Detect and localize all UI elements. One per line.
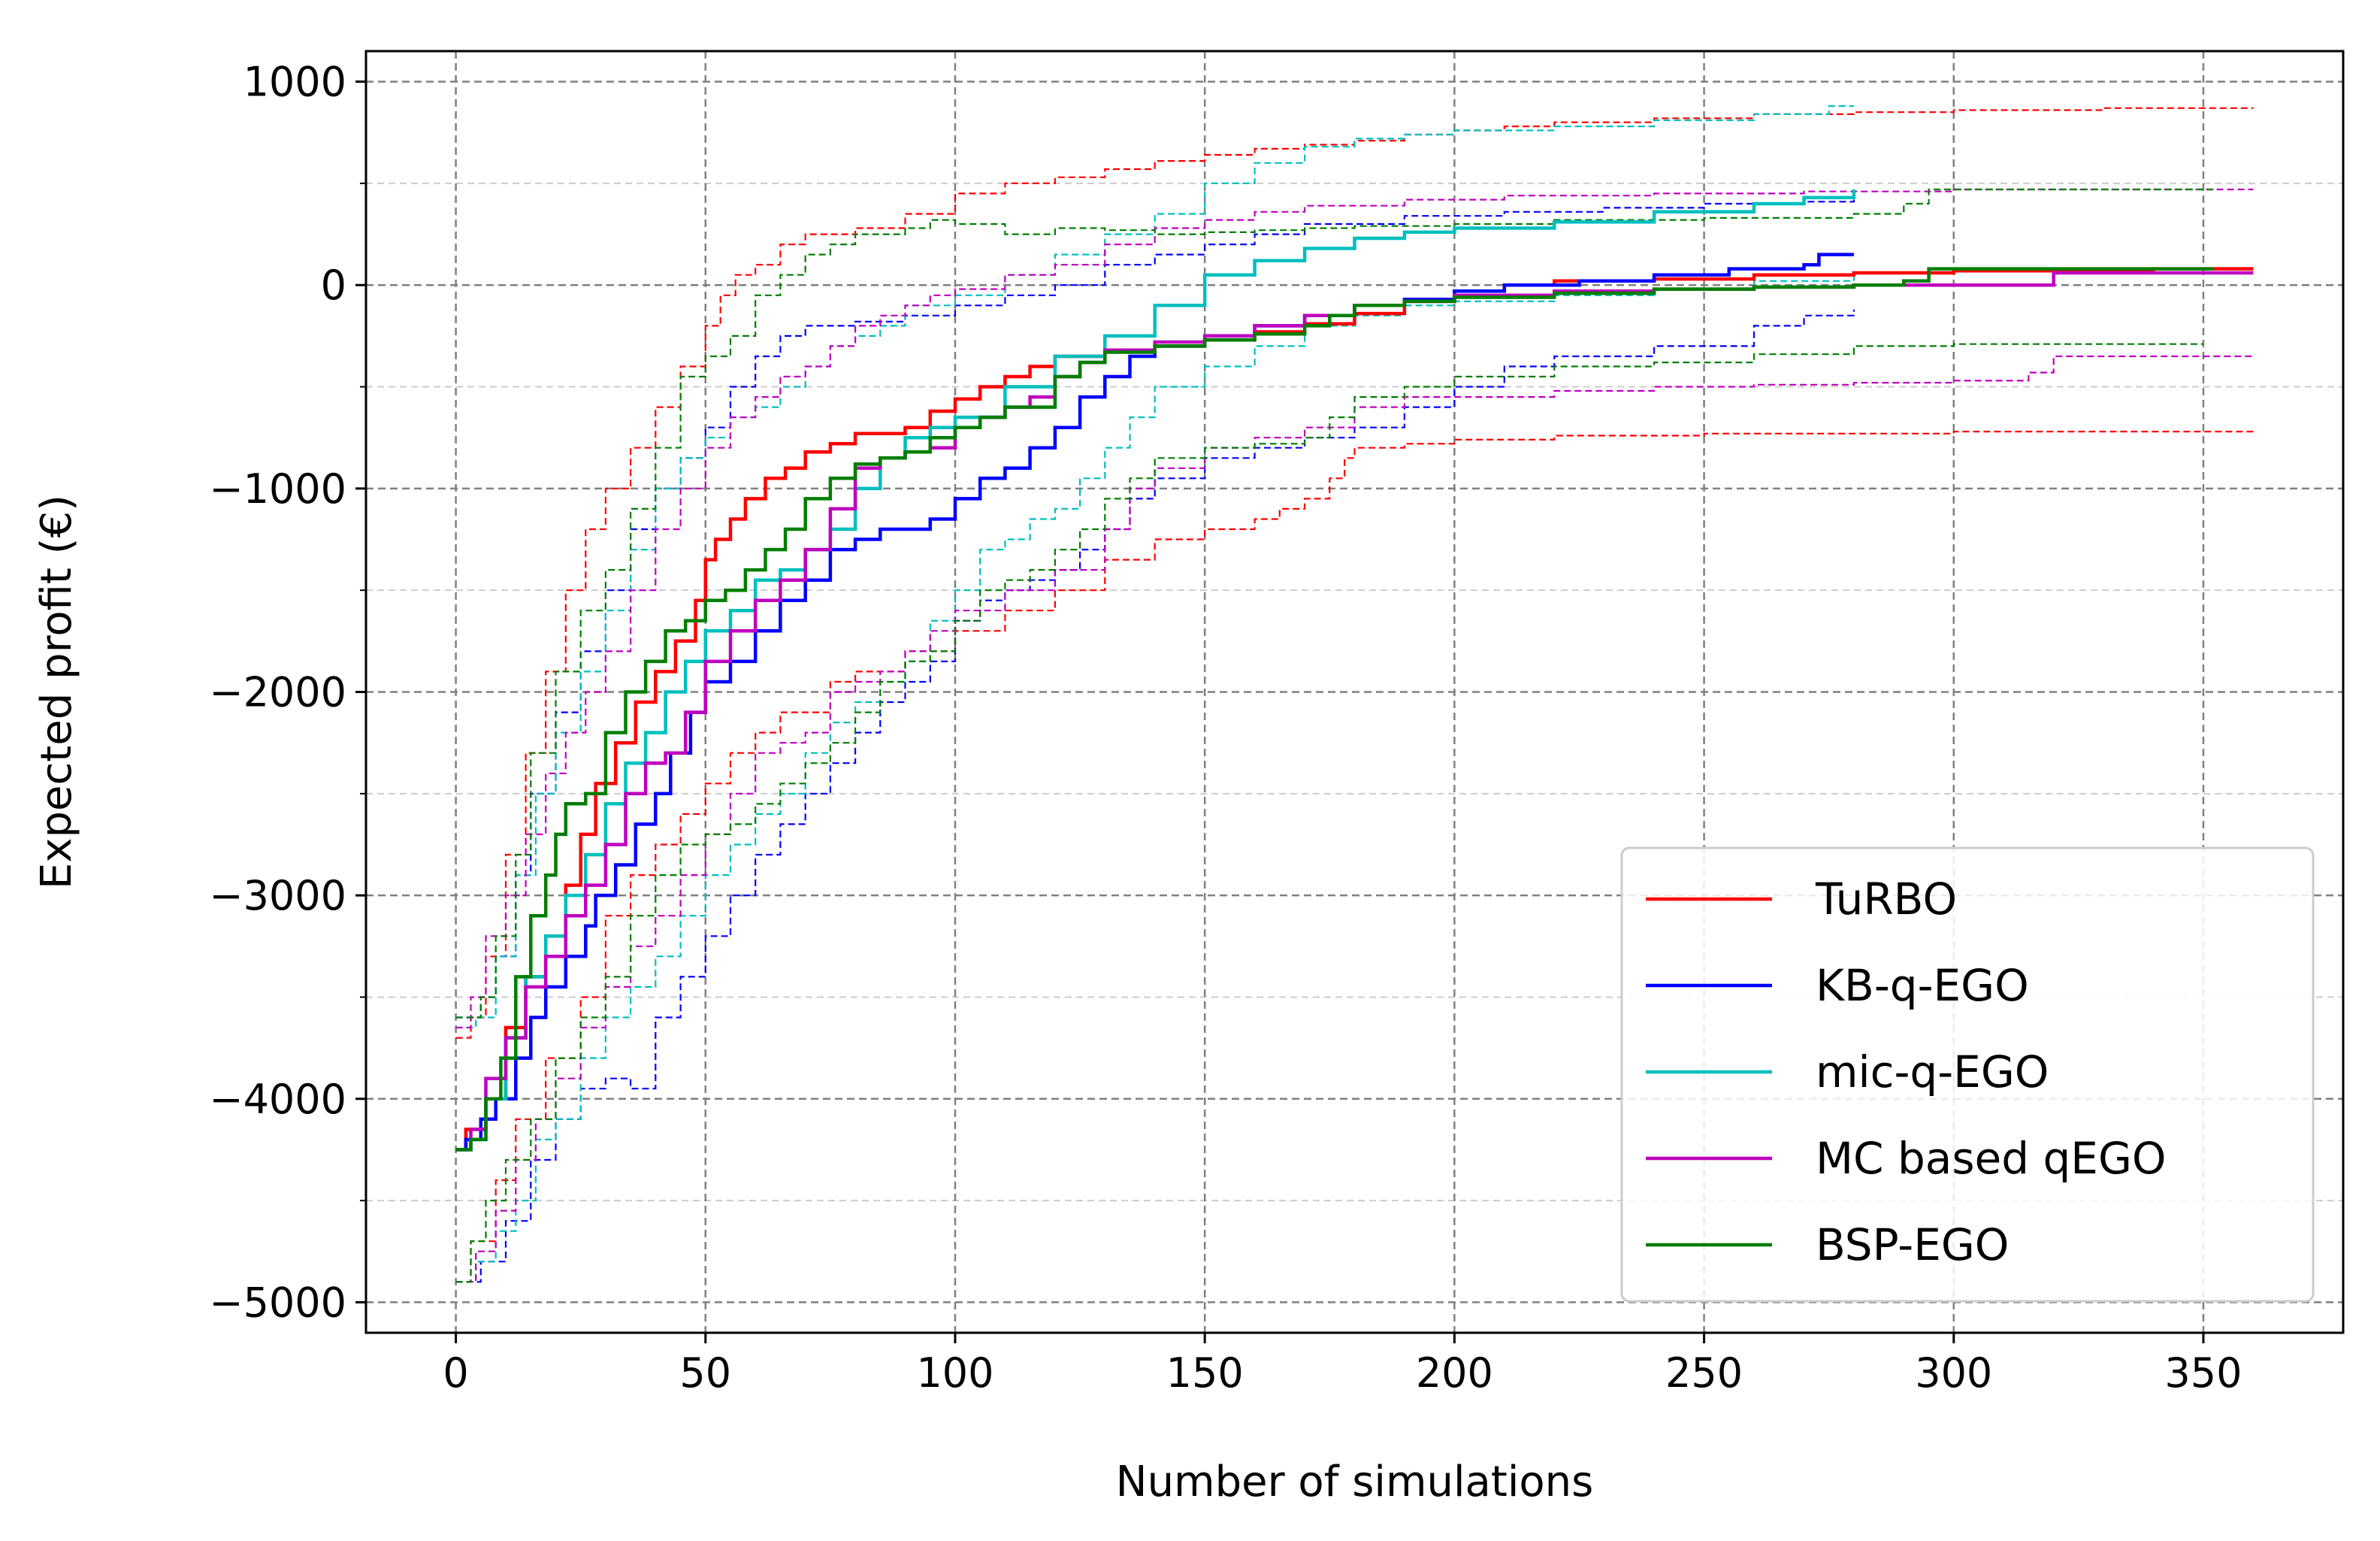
legend-label-turbo: TuRBO (1815, 873, 1957, 925)
x-tick-label: 300 (1915, 1349, 1992, 1397)
x-tick-label: 250 (1665, 1349, 1743, 1397)
series-layer (455, 105, 2254, 1283)
series-mc-based-qego-upper-bound (455, 188, 2254, 1029)
x-tick-label: 350 (2164, 1349, 2242, 1397)
y-tick-label: −1000 (209, 465, 346, 513)
legend-label-mc-based-qego: MC based qEGO (1816, 1133, 2167, 1184)
series-kb-q-ego-upper-bound (455, 199, 1855, 1019)
y-axis-label: Expected profit (€) (32, 495, 81, 889)
legend-label-kb-q-ego: KB-q-EGO (1816, 960, 2029, 1011)
x-tick-label: 0 (443, 1349, 468, 1397)
legend-box (1620, 846, 2315, 1303)
y-tick-label: 0 (321, 262, 346, 309)
y-tick-label: −2000 (209, 669, 346, 716)
y-tick-label: 1000 (243, 59, 346, 106)
y-tick-label: −5000 (209, 1279, 346, 1326)
y-tick-label: −4000 (209, 1076, 346, 1123)
x-axis-label: Number of simulations (1116, 1458, 1594, 1506)
x-tick-label: 150 (1166, 1349, 1244, 1397)
axis-ticks: 0 50 100 150 200 250 300 350 −5000 −4000 −3000 −200… (209, 59, 2242, 1397)
series-bsp-ego-lower-bound (455, 343, 2203, 1283)
x-tick-label: 100 (916, 1349, 993, 1397)
series-bsp-ego-upper-bound (455, 188, 2214, 1019)
legend-label-mic-q-ego: mic-q-EGO (1816, 1046, 2049, 1097)
x-tick-label: 200 (1416, 1349, 1493, 1397)
y-tick-label: −3000 (209, 872, 346, 919)
x-tick-label: 50 (679, 1349, 731, 1397)
series-turbo-upper-bound (455, 107, 2254, 1039)
legend-label-bsp-ego: BSP-EGO (1816, 1219, 2009, 1270)
series-kb-q-ego-mean (455, 253, 1854, 1152)
legend: TuRBO KB-q-EGO mic-q-EGO MC based qEGO BSP-E… (1620, 846, 2315, 1303)
series-bsp-ego-mean (455, 267, 2214, 1152)
